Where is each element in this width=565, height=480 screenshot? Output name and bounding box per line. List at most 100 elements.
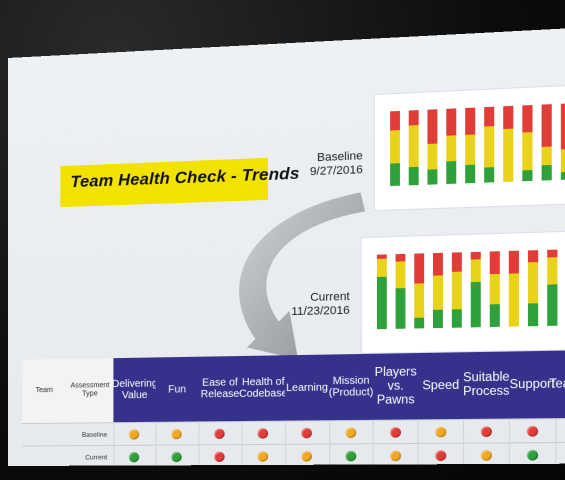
mini-bar — [528, 250, 538, 326]
mini-bar-green-segment — [377, 277, 387, 329]
table-cell — [241, 422, 284, 445]
assessment-type-header: Assessment Type — [66, 358, 113, 422]
red-status-dot — [301, 428, 312, 439]
column-header: Health of Codebase — [241, 355, 285, 421]
mini-bar-amber-segment — [427, 143, 437, 170]
column-divider — [509, 419, 510, 466]
row-label: Current — [66, 446, 107, 466]
mini-bar-red-segment — [503, 106, 513, 129]
mini-bar-green-segment — [427, 169, 437, 184]
mini-bar-amber-segment — [471, 259, 481, 282]
red-status-dot — [258, 428, 269, 439]
column-divider — [463, 419, 464, 466]
mini-bar-red-segment — [471, 252, 481, 260]
amber-status-dot — [129, 429, 139, 439]
mini-bar-amber-segment — [490, 274, 500, 304]
column-divider — [373, 420, 374, 466]
column-divider — [241, 421, 242, 466]
mini-bar — [547, 250, 557, 326]
mini-bar-green-segment — [465, 164, 475, 183]
column-divider — [156, 422, 157, 466]
mini-bar — [446, 108, 456, 184]
red-status-dot — [214, 452, 225, 463]
mini-bar-green-segment — [528, 303, 538, 326]
amber-status-dot — [390, 451, 401, 462]
mini-bar-amber-segment — [452, 271, 462, 309]
mini-bar-amber-segment — [396, 261, 406, 287]
column-header: Players vs. Pawns — [373, 353, 418, 420]
mini-bar-green-segment — [409, 166, 419, 185]
column-divider — [418, 419, 419, 466]
mini-bar-amber-segment — [377, 258, 387, 277]
column-header: Delivering Value — [113, 357, 156, 422]
mini-bar-green-segment — [396, 288, 406, 329]
table-cell — [241, 445, 284, 466]
table-cell — [285, 421, 329, 445]
mini-bar-amber-segment — [414, 283, 424, 317]
table-cell — [329, 444, 373, 466]
mini-bar — [542, 104, 552, 180]
mini-bar-amber-segment — [561, 149, 565, 172]
green-status-dot — [129, 452, 139, 462]
mini-bar-red-segment — [377, 254, 387, 258]
mini-bar-red-segment — [490, 251, 500, 274]
mini-bar-amber-segment — [484, 126, 494, 168]
table-cell — [373, 420, 418, 444]
mini-bar-red-segment — [547, 250, 557, 258]
baseline-label: Baseline 9/27/2016 — [298, 150, 363, 180]
mini-bar-green-segment — [547, 284, 557, 326]
mini-bar-amber-segment — [547, 257, 557, 284]
column-header: Ease of Release — [198, 356, 242, 421]
amber-status-dot — [301, 451, 312, 462]
mini-bar-red-segment — [446, 108, 456, 135]
table-cell — [329, 421, 373, 445]
column-divider — [285, 421, 286, 466]
column-divider — [329, 420, 330, 466]
mini-bar — [490, 251, 500, 327]
mini-bar-amber-segment — [509, 273, 519, 326]
mini-bar — [484, 107, 494, 183]
mini-bar-red-segment — [414, 253, 424, 283]
table-cell — [198, 445, 241, 466]
table-cell — [463, 420, 509, 444]
mini-bar — [414, 253, 424, 328]
table-cell — [285, 445, 329, 466]
mini-bar-red-segment — [465, 108, 475, 135]
mini-bar-red-segment — [396, 254, 406, 262]
column-divider — [113, 422, 114, 466]
mini-bar-amber-segment — [446, 135, 456, 162]
mini-bar — [561, 103, 565, 180]
table-cell — [418, 444, 463, 466]
amber-status-dot — [435, 427, 446, 438]
table-cell — [113, 446, 155, 466]
mini-bar-green-segment — [522, 170, 532, 182]
mini-bar-red-segment — [427, 109, 437, 143]
mini-bar-amber-segment — [409, 125, 419, 167]
mini-bar-green-segment — [484, 167, 494, 182]
table-cell — [463, 443, 509, 466]
mini-bar-green-segment — [452, 309, 462, 328]
table-cell — [555, 419, 565, 443]
mini-bar-red-segment — [433, 253, 443, 276]
table-cell — [156, 445, 199, 466]
mini-bar — [390, 111, 400, 186]
mini-bar-amber-segment — [542, 146, 552, 165]
column-divider — [198, 421, 199, 466]
mini-bar — [452, 252, 462, 327]
table-row: Current — [22, 442, 565, 466]
team-header: Team — [22, 359, 66, 423]
mini-bar-green-segment — [471, 282, 481, 327]
mini-bar-red-segment — [509, 251, 519, 274]
mini-bar-amber-segment — [503, 129, 513, 182]
table-row: Baseline — [22, 418, 565, 446]
table-header-row: Team Assessment Type Delivering Value Fun Ea… — [22, 350, 565, 423]
red-status-dot — [214, 428, 225, 439]
amber-status-dot — [345, 427, 356, 438]
amber-status-dot — [258, 451, 269, 462]
mini-bar — [465, 108, 475, 184]
table-cell — [509, 443, 555, 466]
amber-status-dot — [480, 450, 491, 461]
table-cell — [113, 423, 155, 446]
slide: Team Health Check - Trends Baseline 9/27… — [8, 26, 565, 466]
